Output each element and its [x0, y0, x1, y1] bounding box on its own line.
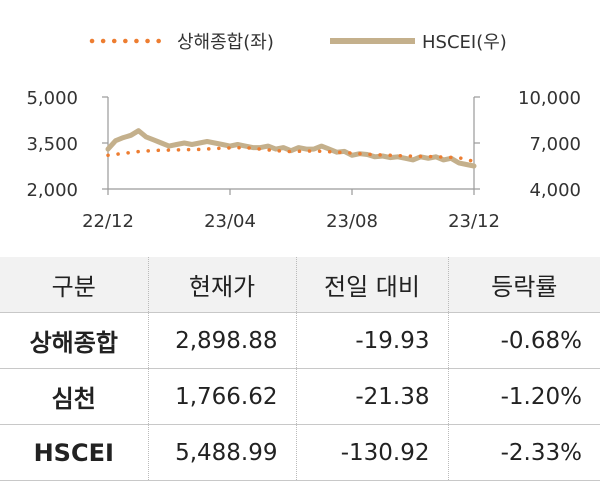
- row-index-name: HSCEI: [0, 424, 148, 481]
- header-change: 전일 대비: [295, 257, 448, 313]
- row-current-price: 5,488.99: [147, 424, 296, 481]
- chart-legend: 상해종합(좌) HSCEI(우): [89, 32, 507, 53]
- row-current-price: 2,898.88: [147, 312, 296, 369]
- index-line-chart: 상해종합(좌) HSCEI(우) 5,000 3,500 2,000 10,000 7,…: [26, 32, 581, 232]
- y-left-tick-label: 3,500: [26, 134, 78, 155]
- x-tick-label: 23/08: [326, 211, 378, 232]
- x-tick-label: 22/12: [82, 211, 134, 232]
- y-left-tick-label: 2,000: [26, 180, 78, 201]
- row-change-rate: -1.20%: [447, 368, 600, 425]
- row-change-rate: -2.33%: [447, 424, 600, 481]
- chart-series: [105, 128, 477, 169]
- header-current-price: 현재가: [147, 257, 296, 313]
- row-change: -19.93: [295, 312, 448, 369]
- legend-label-shanghai: 상해종합(좌): [177, 32, 274, 53]
- x-tick-label: 23/04: [204, 211, 256, 232]
- header-category: 구분: [0, 257, 148, 313]
- y-left-tick-label: 5,000: [26, 88, 78, 109]
- row-change: -130.92: [295, 424, 448, 481]
- row-current-price: 1,766.62: [147, 368, 296, 425]
- y-right-tick-label: 4,000: [529, 180, 581, 201]
- series-line-shanghai: [106, 145, 476, 164]
- table-row: 상해종합 2,898.88 -19.93 -0.68%: [0, 312, 600, 369]
- row-change-rate: -0.68%: [447, 312, 600, 369]
- y-right-tick-label: 7,000: [529, 134, 581, 155]
- table-header-row: 구분 현재가 전일 대비 등락률: [0, 257, 600, 313]
- row-index-name: 심천: [0, 368, 148, 425]
- header-change-rate: 등락률: [447, 257, 600, 313]
- y-right-tick-label: 10,000: [518, 88, 581, 109]
- chart-axes: 5,000 3,500 2,000 10,000 7,000 4,000 22/12 23/0…: [26, 88, 581, 232]
- row-change: -21.38: [295, 368, 448, 425]
- table-row: HSCEI 5,488.99 -130.92 -2.33%: [0, 424, 600, 481]
- series-line-hscei: [105, 128, 477, 169]
- table-row: 심천 1,766.62 -21.38 -1.20%: [0, 368, 600, 425]
- x-tick-label: 23/12: [448, 211, 500, 232]
- legend-label-hscei: HSCEI(우): [422, 32, 507, 53]
- row-index-name: 상해종합: [0, 312, 148, 369]
- index-quote-table: 구분 현재가 전일 대비 등락률 상해종합 2,898.88 -19.93 -0…: [0, 257, 600, 481]
